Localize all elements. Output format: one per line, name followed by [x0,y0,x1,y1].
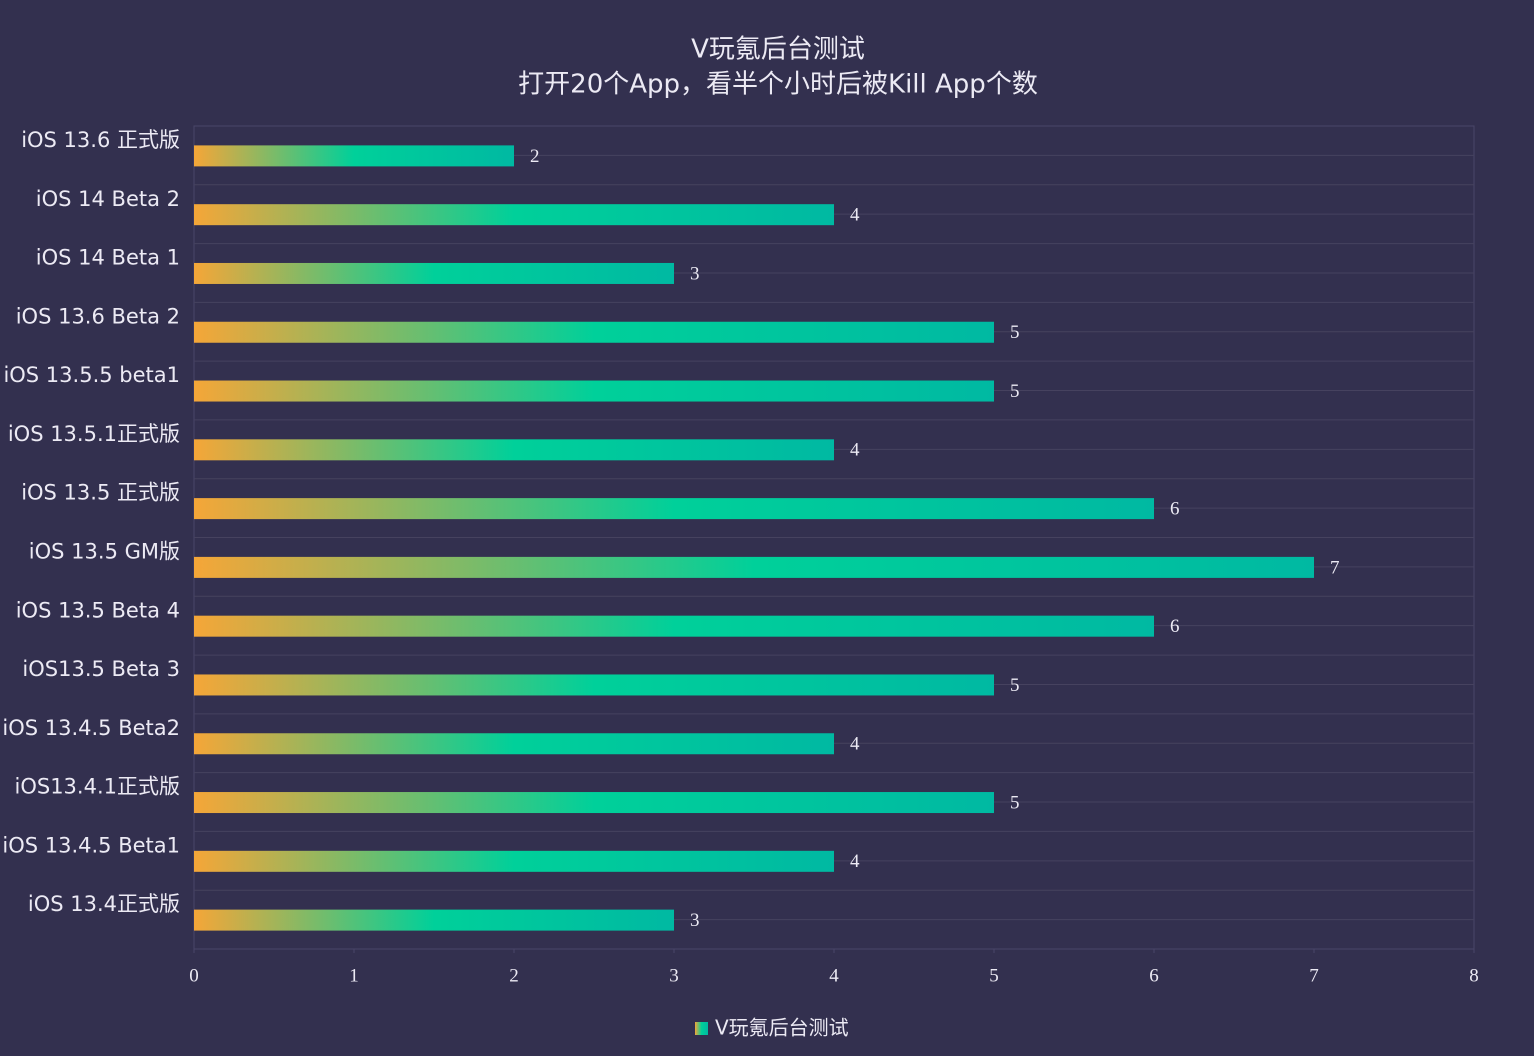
y-tick-label: iOS 13.4.5 Beta2 [2,716,180,740]
y-tick-label: iOS 13.5.5 beta1 [3,363,180,387]
x-tick-label: 7 [1309,965,1319,986]
value-label: 4 [850,440,860,461]
x-tick-label: 8 [1469,965,1479,986]
y-tick-label: iOS 13.6 正式版 [21,128,180,152]
x-tick-label: 4 [829,965,839,986]
y-tick-label: iOS 13.5 GM版 [29,540,180,564]
value-label: 5 [1010,322,1020,343]
x-tick-label: 1 [349,965,359,986]
value-label: 6 [1170,498,1180,519]
bar [194,733,834,755]
value-label: 4 [850,734,860,755]
bar [194,321,994,343]
y-tick-label: iOS 14 Beta 2 [36,187,180,211]
y-tick-label: iOS13.5 Beta 3 [22,657,180,681]
value-label: 3 [690,263,700,284]
legend-swatch [695,1022,708,1035]
chart-title: V玩氪后台测试 [691,35,865,65]
value-label: 5 [1010,792,1020,813]
bar [194,615,1154,637]
value-label: 4 [850,851,860,872]
y-tick-label: iOS 13.4.5 Beta1 [2,833,180,857]
x-tick-label: 6 [1149,965,1159,986]
y-tick-label: iOS 13.6 Beta 2 [16,304,180,328]
legend-label: V玩氪后台测试 [715,1016,849,1040]
value-label: 2 [530,146,540,167]
y-tick-label: iOS 14 Beta 1 [36,246,180,270]
x-tick-label: 2 [509,965,519,986]
y-tick-label: iOS 13.4正式版 [28,892,180,916]
bar [194,909,674,931]
y-tick-label: iOS 13.5 正式版 [21,481,180,505]
value-label: 5 [1010,381,1020,402]
value-label: 3 [690,910,700,931]
bar [194,792,994,814]
value-label: 7 [1330,557,1340,578]
bar [194,262,674,284]
y-tick-label: iOS 13.5 Beta 4 [16,598,180,622]
value-label: 6 [1170,616,1180,637]
bar [194,850,834,872]
bar [194,439,834,461]
chart-subtitle: 打开20个App，看半个小时后被Kill App个数 [518,70,1038,100]
y-tick-label: iOS 13.5.1正式版 [8,422,180,446]
x-tick-label: 0 [189,965,199,986]
x-tick-label: 5 [989,965,999,986]
y-tick-label: iOS13.4.1正式版 [15,775,181,799]
bar [194,674,994,696]
value-label: 5 [1010,675,1020,696]
bar [194,380,994,402]
bar [194,556,1314,578]
x-tick-label: 3 [669,965,679,986]
bar [194,145,514,167]
value-label: 4 [850,205,860,226]
bar [194,204,834,226]
bar [194,498,1154,520]
